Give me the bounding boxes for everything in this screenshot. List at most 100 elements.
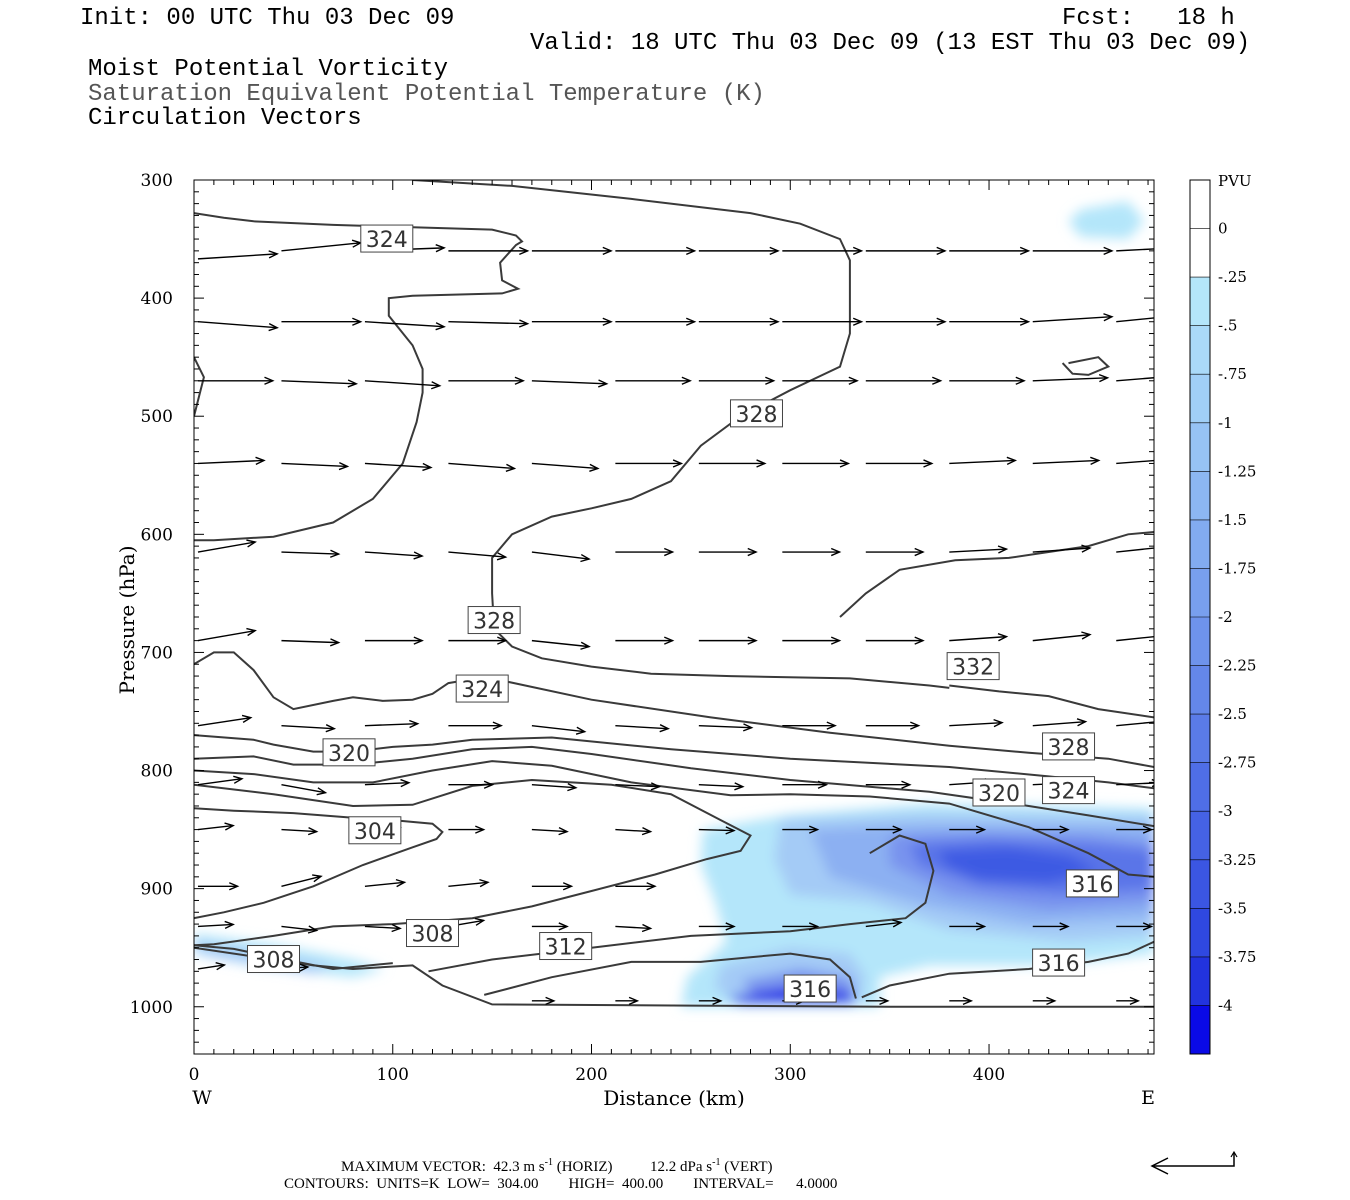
vector-arrow-113 <box>615 882 657 891</box>
x-tick-label-0: 0 <box>189 1065 200 1085</box>
vector-arrow-90 <box>698 782 745 791</box>
colorbar-label-11: -2.75 <box>1218 754 1256 772</box>
contour-label-6: 328 <box>1042 732 1096 761</box>
colorbar-box-17 <box>1190 1005 1210 1054</box>
vector-arrow-58 <box>1032 544 1092 553</box>
vector-arrow-43 <box>782 459 851 468</box>
vector-arrow-130 <box>698 996 723 1006</box>
colorbar-box-12 <box>1190 762 1210 812</box>
vector-arrow-106 <box>1032 825 1070 834</box>
y-tick-label-700: 700 <box>141 643 173 663</box>
vector-arrow-71 <box>1116 635 1154 642</box>
y-tick-label-300: 300 <box>141 171 173 191</box>
y-tick-label-1000: 1000 <box>130 998 173 1018</box>
colorbar-box-0 <box>1190 180 1210 229</box>
vector-arrow-8 <box>865 246 947 256</box>
colorbar-box-6 <box>1190 471 1210 520</box>
vector-arrow-15 <box>448 319 530 328</box>
svg-text:316: 316 <box>1038 952 1080 977</box>
vector-arrow-96 <box>197 822 235 831</box>
field-title-2: Saturation Equivalent Potential Temperat… <box>88 81 765 108</box>
vector-arrow-30 <box>698 376 776 385</box>
vector-arrow-44 <box>865 459 934 468</box>
vector-arrow-102 <box>698 826 736 835</box>
vector-arrow-105 <box>949 825 987 834</box>
colorbar-box-14 <box>1190 859 1210 909</box>
vector-arrow-110 <box>364 878 407 888</box>
vector-arrow-49 <box>281 549 341 558</box>
x-tick-label-400: 400 <box>973 1065 1005 1085</box>
vector-arrow-3 <box>448 246 530 256</box>
colorbar-box-15 <box>1190 908 1210 957</box>
svg-text:308: 308 <box>253 949 295 974</box>
y-tick-label-800: 800 <box>141 762 173 782</box>
theta-e-contour-3 <box>949 684 1154 719</box>
vector-arrow-59 <box>1116 547 1154 553</box>
contour-label-9: 304 <box>348 816 402 845</box>
vector-arrow-86 <box>364 778 411 788</box>
vector-arrow-9 <box>949 246 1031 256</box>
pv-region-2 <box>1068 201 1145 240</box>
vector-arrow-56 <box>865 547 925 557</box>
vector-arrow-63 <box>448 636 508 645</box>
vector-arrow-29 <box>615 376 692 385</box>
vector-arrow-81 <box>949 718 1004 728</box>
colorbar-label-8: -2 <box>1218 608 1233 626</box>
vector-arrow-33 <box>949 376 1026 385</box>
vector-arrow-122 <box>865 919 903 928</box>
vector-arrow-4 <box>531 246 613 256</box>
vector-arrow-0 <box>197 250 279 260</box>
colorbar-box-10 <box>1190 665 1210 715</box>
vector-arrow-24 <box>197 376 275 385</box>
vector-arrow-55 <box>782 547 842 557</box>
max-vector-line: MAXIMUM VECTOR: 42.3 m s-1 (HORIZ) 12.2 … <box>341 1157 773 1175</box>
vector-arrow-46 <box>1032 456 1101 465</box>
vector-arrow-89 <box>615 782 662 791</box>
reference-vector <box>1150 1150 1238 1175</box>
svg-text:328: 328 <box>473 610 515 635</box>
colorbar-label-7: -1.75 <box>1218 559 1256 577</box>
field-title-3: Circulation Vectors <box>88 105 362 132</box>
vector-arrow-92 <box>865 780 912 789</box>
colorbar-label-14: -3.5 <box>1218 899 1247 917</box>
contour-label-13: 308 <box>247 945 301 974</box>
colorbar-box-11 <box>1190 714 1210 763</box>
contour-label-8: 320 <box>972 778 1026 807</box>
vector-arrow-118 <box>531 922 569 931</box>
east-label: E <box>1141 1087 1155 1109</box>
vector-arrow-68 <box>865 636 925 645</box>
axes: 0 100 200 300 400 300 400 500 600 700 800 900 1000 <box>130 171 1155 1085</box>
vector-arrow-67 <box>782 636 842 645</box>
vector-arrow-16 <box>531 317 613 326</box>
svg-text:324: 324 <box>366 228 408 253</box>
vector-arrow-36 <box>197 456 266 465</box>
colorbar-box-16 <box>1190 956 1210 1006</box>
vector-arrow-45 <box>949 456 1018 465</box>
theta-e-contour-8 <box>194 778 752 947</box>
ref-vector-head <box>1150 1157 1169 1175</box>
colorbar-box-9 <box>1190 617 1210 666</box>
svg-text:320: 320 <box>328 742 370 767</box>
colorbar-label-6: -1.5 <box>1218 511 1247 529</box>
vector-arrow-120 <box>698 922 736 931</box>
contour-label-2: 328 <box>467 606 521 635</box>
vector-arrow-14 <box>364 321 446 331</box>
vector-arrow-62 <box>364 636 424 645</box>
theta-e-contour-7 <box>194 760 1154 878</box>
theta-e-contour-5 <box>194 734 1154 790</box>
colorbar-label-12: -3 <box>1218 802 1233 820</box>
contour-info-line: CONTOURS: UNITS=K LOW= 304.00 HIGH= 400.… <box>284 1176 838 1192</box>
vector-arrow-100 <box>531 826 569 836</box>
contour-label-1: 328 <box>729 399 783 428</box>
vector-arrow-115 <box>281 925 319 934</box>
x-tick-label-200: 200 <box>575 1065 607 1085</box>
vector-arrow-70 <box>1032 631 1092 642</box>
vector-arrow-109 <box>281 874 323 887</box>
vector-arrow-83 <box>1116 721 1154 727</box>
vector-arrow-1 <box>281 239 363 252</box>
y-axis-label: Pressure (hPa) <box>115 546 139 695</box>
colorbar-box-2 <box>1190 277 1210 326</box>
vector-arrow-121 <box>782 922 820 931</box>
vector-arrow-22 <box>1032 313 1114 323</box>
